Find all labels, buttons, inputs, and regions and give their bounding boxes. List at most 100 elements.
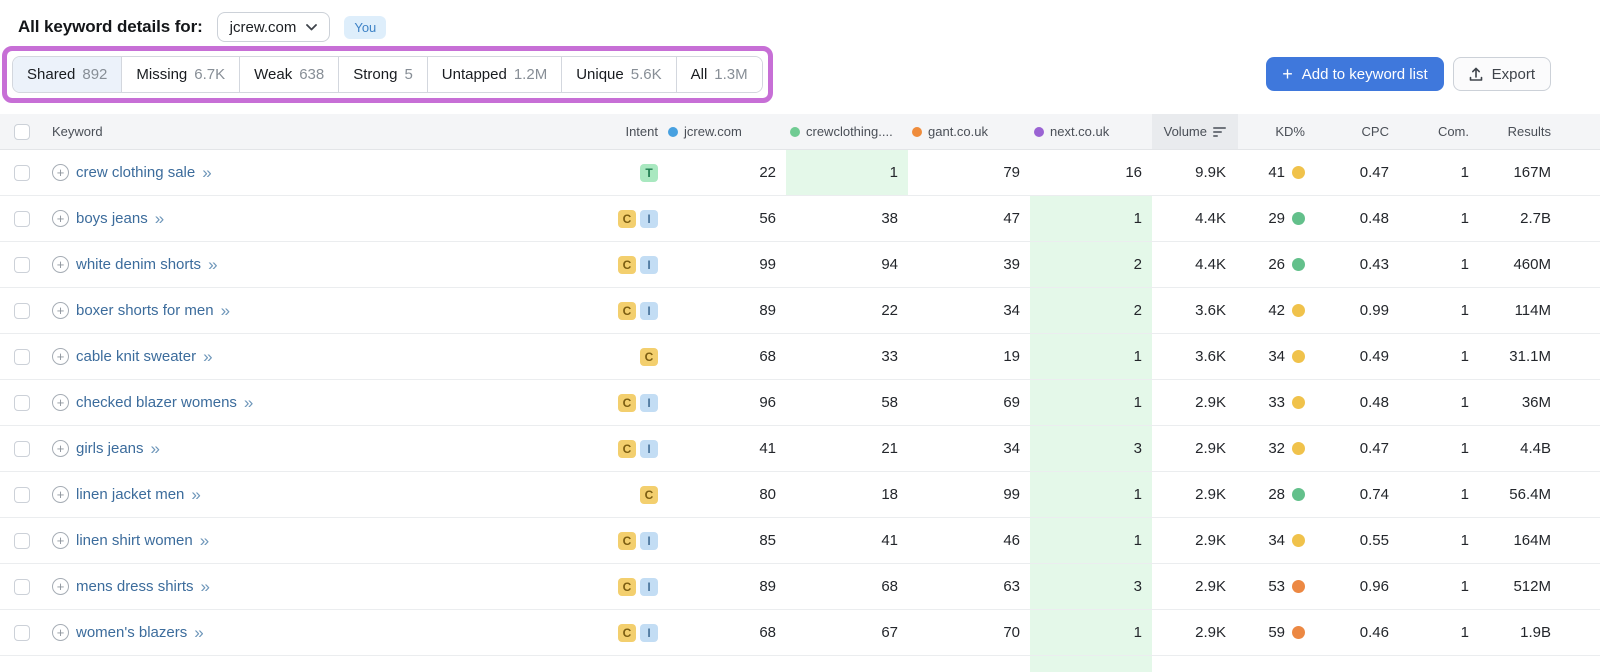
column-header-domain-gant[interactable]: gant.co.uk	[908, 114, 1030, 149]
column-header-domain-jcrew[interactable]: jcrew.com	[664, 114, 786, 149]
competition-cell: 1	[1460, 302, 1469, 319]
competition-cell: 1	[1460, 440, 1469, 457]
tab-missing[interactable]: Missing 6.7K	[122, 56, 241, 92]
keyword-link[interactable]: linen jacket men	[76, 486, 185, 503]
export-button[interactable]: Export	[1452, 57, 1551, 91]
keyword-link[interactable]: boys jeans	[76, 210, 148, 227]
intent-badge-t: T	[640, 163, 658, 182]
open-serp-chevrons-icon[interactable]: »	[200, 577, 211, 596]
add-keyword-icon[interactable]: +	[52, 532, 69, 549]
filter-tabs: Shared 892 Missing 6.7K Weak 638 Strong 5 Untapp…	[12, 55, 763, 93]
open-serp-chevrons-icon[interactable]: »	[199, 531, 210, 550]
tab-strong[interactable]: Strong 5	[339, 56, 428, 92]
column-header-com[interactable]: Com.	[1437, 124, 1469, 139]
tab-label: Missing	[136, 65, 188, 83]
position-cell-gantcouk: 79	[1003, 164, 1020, 181]
open-serp-chevrons-icon[interactable]: »	[208, 255, 218, 274]
open-serp-chevrons-icon[interactable]: »	[220, 301, 231, 320]
position-cell-gantcouk: 69	[1003, 394, 1020, 411]
row-checkbox-cell	[0, 150, 44, 195]
column-header-intent[interactable]: Intent	[625, 124, 658, 139]
table-row: + linen shirt women » C I 85 41 46 1 2.9K 34 0.55 1 1…	[0, 518, 1600, 564]
domain-selector[interactable]: jcrew.com	[216, 12, 331, 42]
column-header-domain-crewclothing[interactable]: crewclothing....	[786, 114, 908, 149]
open-serp-chevrons-icon[interactable]: »	[150, 439, 160, 458]
results-cell: 4.4B	[1520, 440, 1551, 457]
row-checkbox[interactable]	[14, 486, 30, 503]
table-row: + white denim shorts » C I 99 94 39 2 4.4K 26 0.43 1…	[0, 242, 1600, 288]
column-header-domain-next[interactable]: next.co.uk	[1030, 114, 1152, 149]
intent-badge-c: C	[618, 393, 636, 412]
cpc-cell: 0.47	[1359, 440, 1389, 457]
row-checkbox[interactable]	[14, 578, 30, 595]
row-checkbox[interactable]	[14, 302, 30, 319]
keyword-link[interactable]: boxer shorts for men	[76, 302, 214, 319]
add-keyword-icon[interactable]: +	[52, 302, 69, 319]
add-keyword-icon[interactable]: +	[52, 578, 69, 595]
kd-difficulty-dot	[1292, 442, 1305, 455]
open-serp-chevrons-icon[interactable]: »	[243, 393, 254, 412]
domain-color-dot	[668, 126, 678, 137]
column-header-kd[interactable]: KD%	[1275, 124, 1305, 139]
column-header-cpc[interactable]: CPC	[1361, 124, 1389, 139]
row-checkbox[interactable]	[14, 624, 30, 641]
tab-untapped[interactable]: Untapped 1.2M	[427, 56, 563, 92]
add-keyword-icon[interactable]: +	[52, 486, 69, 503]
tab-weak[interactable]: Weak 638	[240, 56, 340, 92]
keyword-link[interactable]: checked blazer womens	[76, 394, 237, 411]
position-cell-nextcouk: 1	[1030, 334, 1152, 379]
kd-cell: 34	[1238, 518, 1318, 563]
kd-difficulty-dot	[1292, 396, 1305, 409]
column-header-results[interactable]: Results	[1507, 124, 1551, 139]
keyword-link[interactable]: mens dress shirts	[76, 578, 194, 595]
intent-badge-i: I	[640, 393, 658, 412]
open-serp-chevrons-icon[interactable]: »	[202, 163, 212, 182]
keyword-link[interactable]: crew clothing sale	[76, 164, 196, 181]
keyword-cell: + crew clothing sale »	[44, 150, 600, 195]
position-cell-nextcouk: 1	[1030, 196, 1152, 241]
kd-difficulty-dot	[1292, 534, 1305, 547]
tab-count: 892	[82, 65, 108, 83]
row-checkbox[interactable]	[14, 210, 30, 227]
row-checkbox[interactable]	[14, 164, 30, 181]
row-checkbox[interactable]	[14, 394, 30, 411]
keyword-link[interactable]: linen shirt women	[76, 532, 193, 549]
keyword-link[interactable]: women's blazers	[76, 624, 188, 641]
add-keyword-icon[interactable]: +	[52, 624, 69, 641]
column-header-keyword[interactable]: Keyword	[52, 124, 103, 139]
position-cell-jcrewcom: 41	[759, 440, 776, 457]
add-to-keyword-list-button[interactable]: + Add to keyword list	[1266, 57, 1444, 91]
add-keyword-icon[interactable]: +	[52, 440, 69, 457]
tab-all[interactable]: All 1.3M	[676, 56, 762, 92]
add-keyword-icon[interactable]: +	[52, 394, 69, 411]
open-serp-chevrons-icon[interactable]: »	[154, 209, 165, 228]
cpc-cell: 0.48	[1359, 210, 1389, 227]
column-header-volume[interactable]: Volume	[1152, 114, 1238, 149]
keyword-link[interactable]: white denim shorts	[76, 256, 202, 273]
row-checkbox[interactable]	[14, 348, 30, 365]
competition-cell: 1	[1460, 532, 1469, 549]
intent-badge-c: C	[618, 531, 636, 550]
row-checkbox[interactable]	[14, 440, 30, 457]
kd-difficulty-dot	[1292, 212, 1305, 225]
tab-shared[interactable]: Shared 892	[13, 56, 123, 92]
domain-label: gant.co.uk	[928, 124, 988, 139]
tab-count: 1.2M	[513, 65, 548, 83]
keyword-link[interactable]: girls jeans	[76, 440, 144, 457]
select-all-checkbox[interactable]	[14, 123, 30, 140]
position-cell-jcrewcom: 22	[759, 164, 776, 181]
add-keyword-icon[interactable]: +	[52, 348, 69, 365]
results-cell: 1.9B	[1520, 624, 1551, 641]
open-serp-chevrons-icon[interactable]: »	[191, 485, 201, 504]
open-serp-chevrons-icon[interactable]: »	[194, 623, 204, 642]
add-keyword-icon[interactable]: +	[52, 256, 69, 273]
keyword-link[interactable]: cable knit sweater	[76, 348, 197, 365]
add-keyword-icon[interactable]: +	[52, 210, 69, 227]
position-cell-gantcouk: 63	[1003, 578, 1020, 595]
tab-unique[interactable]: Unique 5.6K	[562, 56, 677, 92]
domain-label: next.co.uk	[1050, 124, 1110, 139]
row-checkbox[interactable]	[14, 532, 30, 549]
add-keyword-icon[interactable]: +	[52, 164, 69, 181]
open-serp-chevrons-icon[interactable]: »	[203, 347, 213, 366]
row-checkbox[interactable]	[14, 256, 30, 273]
